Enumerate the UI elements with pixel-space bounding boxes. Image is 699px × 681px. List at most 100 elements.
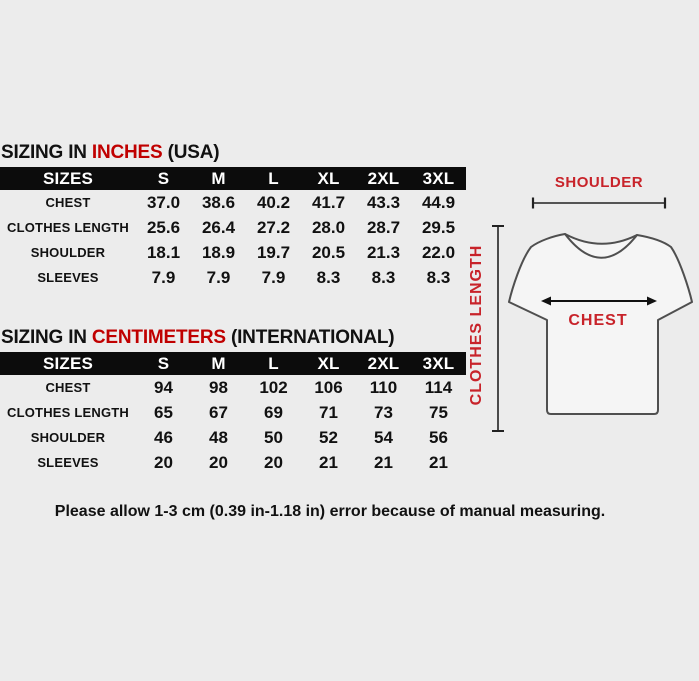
measurement-value: 20: [264, 452, 283, 472]
table-row: SHOULDER 18.1 18.9 19.7 20.5 21.3 22.0: [0, 240, 466, 265]
measurement-value: 19.7: [256, 242, 291, 262]
measurement-value: 21.3: [366, 242, 401, 262]
header-size-m: M: [211, 168, 226, 188]
header-row: SIZES S M L XL 2XL 3XL: [0, 352, 466, 375]
table-row: CLOTHES LENGTH 65 67 69 71 73 75: [0, 400, 466, 425]
row-label: SLEEVES: [37, 455, 99, 470]
title-suffix: (INTERNATIONAL): [225, 327, 395, 348]
chest-label: CHEST: [568, 312, 628, 329]
table-row: SHOULDER 46 48 50 52 54 56: [0, 425, 466, 450]
measurement-value: 114: [424, 377, 453, 397]
measurement-value: 26.4: [201, 217, 236, 237]
measurement-value: 21: [374, 452, 393, 472]
measurement-value: 71: [319, 402, 338, 422]
sizing-table-cm: SIZING IN CENTIMETERS (INTERNATIONAL) SI…: [0, 326, 466, 475]
measurement-value: 22.0: [421, 242, 456, 262]
row-label: CLOTHES LENGTH: [7, 220, 129, 235]
measurement-value: 40.2: [256, 192, 291, 212]
table-row: SLEEVES 7.9 7.9 7.9 8.3 8.3 8.3: [0, 265, 466, 290]
title-prefix: SIZING IN: [1, 142, 92, 163]
measurement-value: 18.1: [146, 242, 181, 262]
table-row: SLEEVES 20 20 20 21 21 21: [0, 450, 466, 475]
measurement-value: 27.2: [256, 217, 291, 237]
row-label: CLOTHES LENGTH: [7, 405, 129, 420]
shoulder-measure-line: [531, 197, 667, 209]
shoulder-label: SHOULDER: [554, 174, 644, 191]
measurement-value: 65: [154, 402, 173, 422]
size-table-inches: SIZES S M L XL 2XL 3XL CHEST 37.0 38.6 40.2 41.7 43…: [0, 167, 466, 290]
measurement-value: 44.9: [421, 192, 456, 212]
measurement-value: 21: [319, 452, 338, 472]
measurement-value: 54: [374, 427, 393, 447]
measuring-error-note: Please allow 1-3 cm (0.39 in-1.18 in) er…: [54, 503, 606, 520]
measurement-value: 8.3: [426, 267, 451, 287]
measurement-value: 69: [264, 402, 283, 422]
measurement-value: 50: [264, 427, 283, 447]
measurement-value: 106: [314, 377, 343, 397]
table-body: CHEST 37.0 38.6 40.2 41.7 43.3 44.9 CLOTHES LEN…: [0, 190, 466, 290]
clothes-length-label: CLOTHES LENGTH: [468, 244, 485, 406]
measurement-value: 28.7: [366, 217, 401, 237]
collar-curve: [564, 233, 638, 259]
header-size-2xl: 2XL: [367, 168, 400, 188]
sizing-table-inches: SIZING IN INCHES (USA) SIZES S M L XL 2XL 3XL …: [0, 141, 466, 290]
row-label: SHOULDER: [30, 245, 106, 260]
measurement-value: 18.9: [201, 242, 236, 262]
header-size-s: S: [157, 353, 170, 373]
measurement-value: 102: [259, 377, 288, 397]
header-size-xl: XL: [317, 168, 340, 188]
measurement-value: 20: [154, 452, 173, 472]
measurement-value: 7.9: [261, 267, 286, 287]
header-size-l: L: [268, 353, 279, 373]
row-label: CHEST: [45, 380, 91, 395]
measurement-value: 25.6: [146, 217, 181, 237]
header-row: SIZES S M L XL 2XL 3XL: [0, 167, 466, 190]
table-title-inches: SIZING IN INCHES (USA): [0, 141, 466, 165]
measurement-value: 20.5: [311, 242, 346, 262]
header-size-3xl: 3XL: [422, 168, 455, 188]
title-suffix: (USA): [162, 142, 220, 163]
measurement-value: 37.0: [146, 192, 181, 212]
measurement-value: 73: [374, 402, 393, 422]
measurement-value: 46: [154, 427, 173, 447]
table-row: CHEST 94 98 102 106 110 114: [0, 375, 466, 400]
chest-measure-arrow: [541, 296, 657, 306]
measurement-value: 21: [429, 452, 448, 472]
table-header-row: SIZES S M L XL 2XL 3XL: [0, 352, 466, 375]
measurement-value: 28.0: [311, 217, 346, 237]
row-label: SHOULDER: [30, 430, 106, 445]
length-measure-line: [492, 225, 504, 432]
measurement-value: 52: [319, 427, 338, 447]
tshirt-diagram: [492, 197, 693, 432]
header-size-m: M: [211, 353, 226, 373]
measurement-value: 8.3: [371, 267, 396, 287]
measurement-value: 38.6: [201, 192, 236, 212]
measurement-value: 29.5: [421, 217, 456, 237]
title-accent-cm: CENTIMETERS: [91, 327, 226, 348]
header-size-s: S: [157, 168, 170, 188]
measurement-value: 67: [209, 402, 228, 422]
table-row: CHEST 37.0 38.6 40.2 41.7 43.3 44.9: [0, 190, 466, 215]
table-body: CHEST 94 98 102 106 110 114 CLOTHES LENGTH 65 67 6…: [0, 375, 466, 475]
measurement-value: 20: [209, 452, 228, 472]
measurement-value: 41.7: [311, 192, 346, 212]
measurement-value: 7.9: [151, 267, 176, 287]
measurement-value: 75: [429, 402, 448, 422]
row-label: SLEEVES: [37, 270, 99, 285]
size-table-cm: SIZES S M L XL 2XL 3XL CHEST 94 98 102 106 110 114 CL…: [0, 352, 466, 475]
measurement-value: 110: [369, 377, 398, 397]
header-sizes: SIZES: [42, 353, 94, 373]
measurement-value: 98: [209, 377, 228, 397]
header-size-l: L: [268, 168, 279, 188]
measurement-value: 43.3: [366, 192, 401, 212]
title-prefix: SIZING IN: [1, 327, 92, 348]
title-accent-inches: INCHES: [91, 142, 163, 163]
row-label: CHEST: [45, 195, 91, 210]
measurement-value: 48: [209, 427, 228, 447]
table-header-row: SIZES S M L XL 2XL 3XL: [0, 167, 466, 190]
tshirt-outline: [508, 233, 693, 415]
measurement-value: 94: [154, 377, 173, 397]
measurement-value: 7.9: [206, 267, 231, 287]
header-sizes: SIZES: [42, 168, 94, 188]
